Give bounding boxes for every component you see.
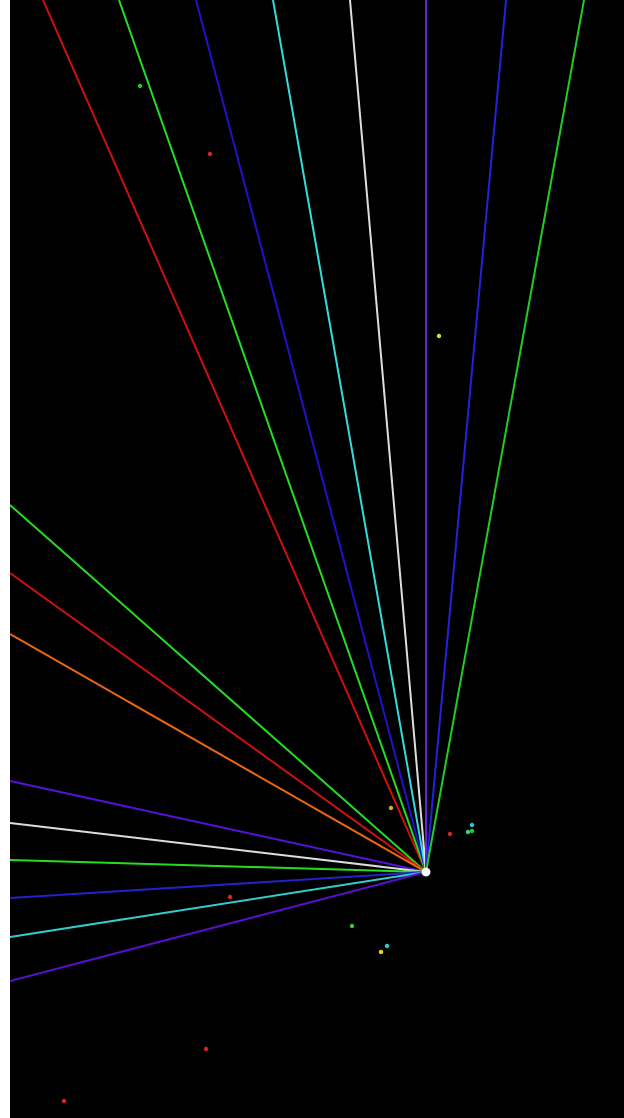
particle-dot [378, 949, 384, 955]
laser-ray [10, 780, 427, 873]
emitter-layer [421, 867, 431, 877]
laser-ray [425, 0, 585, 873]
particle-dot [384, 943, 390, 949]
laser-ray [349, 0, 427, 873]
laser-ray [10, 504, 427, 873]
laser-scene [10, 0, 585, 1104]
particle-dot [469, 822, 475, 828]
laser-ray [10, 871, 427, 982]
laser-ray [10, 572, 427, 873]
game-canvas[interactable] [10, 0, 624, 1118]
laser-ray [10, 633, 427, 873]
emitter-orb[interactable] [421, 867, 431, 877]
laser-ray [10, 871, 427, 899]
particle-dot [203, 1046, 209, 1052]
laser-ray [10, 871, 427, 938]
particles-layer [61, 83, 475, 1104]
laser-ray [10, 822, 427, 873]
particle-dot [137, 83, 143, 89]
particle-dot [388, 805, 394, 811]
particle-dot [61, 1098, 67, 1104]
laser-ray [42, 0, 427, 873]
particle-dot [349, 923, 355, 929]
particle-dot [207, 151, 213, 157]
particle-dot [436, 333, 442, 339]
laser-ray [10, 859, 427, 873]
laser-ray [118, 0, 427, 873]
particle-dot [465, 829, 471, 835]
laser-ray [195, 0, 427, 873]
laser-ray [272, 0, 427, 873]
rays-layer [10, 0, 585, 982]
particle-dot [227, 894, 233, 900]
particle-dot [447, 831, 453, 837]
particle-dot [469, 828, 475, 834]
laser-ray [425, 0, 507, 873]
